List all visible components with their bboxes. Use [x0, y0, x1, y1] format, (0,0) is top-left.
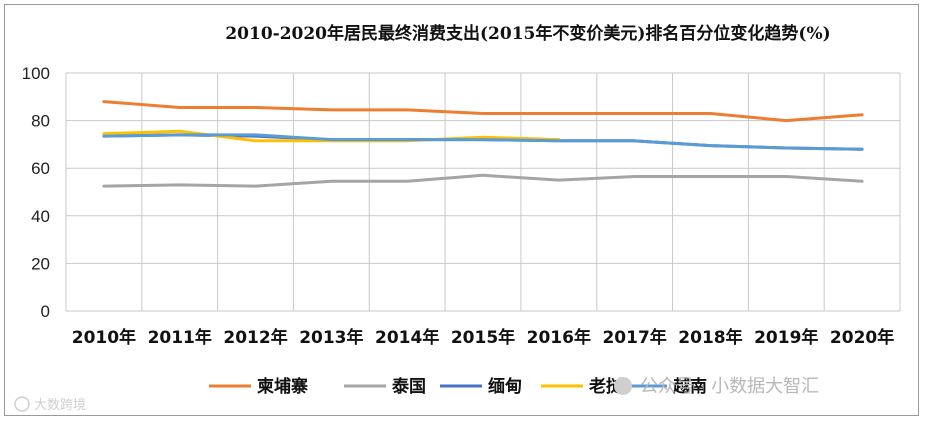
- watermark-left-text: 大数跨境: [34, 398, 86, 413]
- y-tick-label: 0: [41, 302, 50, 321]
- wechat-icon: [614, 377, 632, 395]
- x-axis-ticks: 2010年 2011年 2012年 2013年 2014年 2015年 2016年 2017年…: [72, 327, 895, 348]
- series-line-0: [102, 100, 864, 123]
- legend-label-2: 缅甸: [488, 376, 522, 397]
- x-tick-label: 2012年: [223, 327, 287, 348]
- legend-label-3: 老挝: [588, 376, 624, 397]
- x-tick-label: 2014年: [375, 327, 439, 348]
- x-tick-label: 2016年: [527, 327, 591, 348]
- series-lines: [102, 100, 864, 188]
- legend-label-4: 越南: [672, 376, 707, 397]
- legend-label-0: 柬埔寨: [257, 376, 308, 397]
- x-tick-label: 2018年: [678, 327, 742, 348]
- x-tick-label: 2019年: [754, 327, 818, 348]
- watermark-right: 公众号 · 小数据大智汇: [614, 376, 819, 397]
- chart-title: 2010-2020年居民最终消费支出(2015年不变价美元)排名百分位变化趋势(…: [225, 23, 830, 44]
- watermark-left: 大数跨境: [14, 396, 86, 413]
- y-tick-label: 40: [31, 207, 50, 226]
- legend: 柬埔寨 泰国 缅甸 老挝 越南: [209, 376, 707, 397]
- x-tick-label: 2020年: [830, 327, 894, 348]
- x-tick-label: 2015年: [451, 327, 515, 348]
- y-tick-label: 100: [22, 64, 50, 83]
- series-line-4: [102, 133, 864, 151]
- y-tick-label: 60: [31, 159, 50, 178]
- x-tick-label: 2010年: [72, 327, 136, 348]
- y-tick-label: 20: [31, 254, 50, 273]
- x-tick-label: 2011年: [148, 327, 212, 348]
- y-axis-ticks: 0 20 40 60 80 100: [22, 64, 50, 321]
- x-tick-label: 2013年: [299, 327, 363, 348]
- watermark-right-text: 公众号 · 小数据大智汇: [640, 376, 819, 397]
- watermark-logo-icon: [14, 396, 30, 412]
- x-tick-label: 2017年: [602, 327, 666, 348]
- y-tick-label: 80: [31, 112, 50, 131]
- series-line-1: [102, 173, 864, 188]
- legend-label-1: 泰国: [392, 376, 426, 397]
